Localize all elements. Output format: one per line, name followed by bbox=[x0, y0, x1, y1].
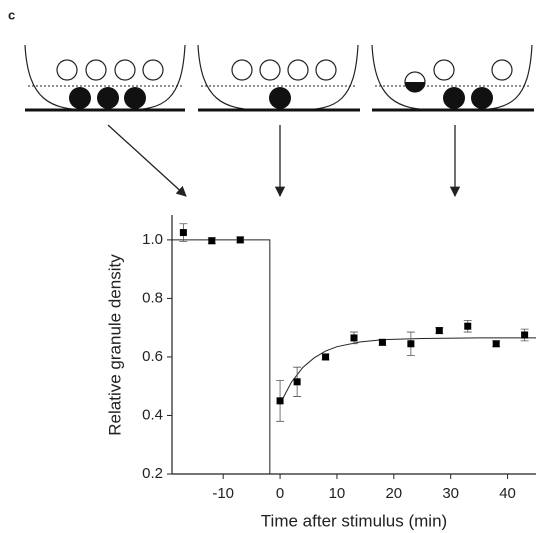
data-point bbox=[435, 327, 443, 335]
data-point bbox=[407, 340, 415, 348]
x-tick-label: 20 bbox=[385, 485, 402, 502]
y-axis-label: Relative granule density bbox=[105, 254, 124, 436]
y-tick-label: 0.8 bbox=[142, 289, 163, 306]
data-point bbox=[521, 331, 529, 339]
data-point bbox=[378, 338, 386, 346]
x-tick-label: 30 bbox=[442, 485, 459, 502]
y-tick-label: 0.2 bbox=[142, 465, 163, 482]
data-point bbox=[464, 322, 472, 330]
schematic bbox=[24, 44, 534, 198]
x-tick-label: 0 bbox=[276, 485, 284, 502]
data-point bbox=[492, 340, 500, 348]
x-tick-label: 10 bbox=[329, 485, 346, 502]
x-tick-label: 40 bbox=[499, 485, 516, 502]
data-point bbox=[236, 236, 244, 244]
y-tick-label: 0.6 bbox=[142, 348, 163, 365]
y-tick-label: 1.0 bbox=[142, 231, 163, 248]
data-point bbox=[179, 229, 187, 237]
data-point bbox=[208, 237, 216, 245]
x-axis-label: Time after stimulus (min) bbox=[261, 511, 447, 530]
data-point bbox=[350, 334, 358, 342]
y-tick-label: 0.4 bbox=[142, 406, 163, 423]
data-point bbox=[276, 397, 284, 405]
fit-line bbox=[279, 337, 536, 404]
data-point bbox=[322, 353, 330, 361]
fit-line bbox=[172, 239, 271, 474]
panel-label: c bbox=[8, 7, 15, 22]
x-tick-label: -10 bbox=[212, 485, 234, 502]
data-point bbox=[293, 378, 301, 386]
